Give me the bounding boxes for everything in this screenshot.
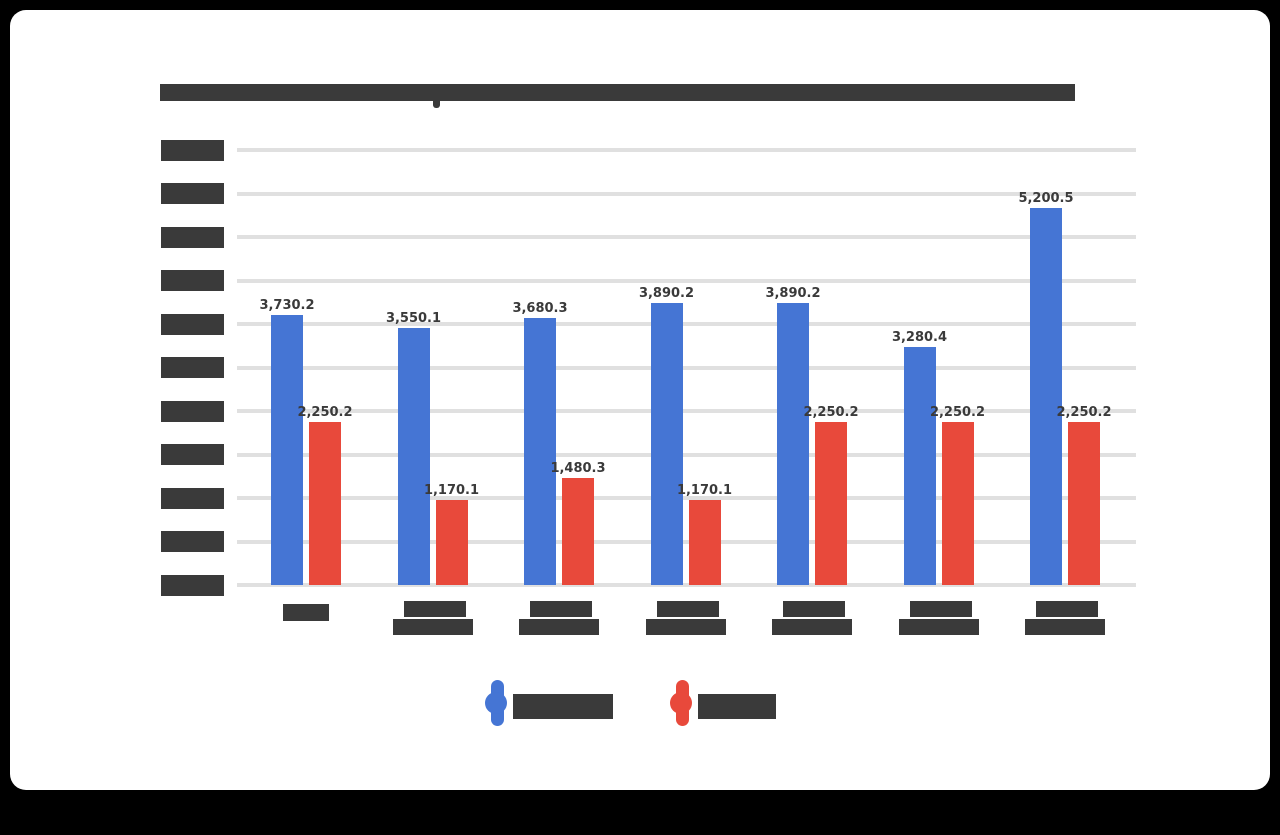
bar-series1-3 [524,318,556,585]
bar-label-series2-4: 1,170.1 [676,483,733,499]
bar-label-series2-2: 1,170.1 [423,483,480,499]
bar-label-series2-1: 2,250.2 [297,404,353,420]
x-axis-label-redacted-4-line1 [656,601,719,617]
x-axis-label-redacted-7-line2 [1025,619,1105,635]
gridline [237,322,1136,326]
legend-label-redacted-series2 [698,694,776,719]
bar-label-series2-7: 2,250.2 [1056,404,1112,420]
bar-series2-2 [435,500,468,585]
bar-series1-4 [650,302,683,585]
x-axis-label-redacted-4-line2 [645,619,726,635]
gridline [237,365,1136,370]
x-axis-label-redacted-1 [283,604,329,621]
gridline [237,148,1136,152]
y-axis-tick-label-redacted [161,183,224,204]
y-axis-tick-label-redacted [161,444,224,465]
bar-label-series1-4: 3,890.2 [638,285,695,301]
x-axis-label-redacted-5-line2 [772,619,852,635]
bar-series2-3 [562,477,594,585]
x-axis-label-redacted-3-line1 [530,601,592,617]
bar-label-series2-6: 2,250.2 [929,404,986,420]
bar-label-series2-5: 2,250.2 [803,404,859,420]
bar-series2-6 [941,421,974,585]
legend-label-redacted-series1 [513,694,613,719]
x-axis-label-redacted-2-line2 [392,619,473,635]
gridline [237,278,1136,283]
bar-label-series2-3: 1,480.3 [550,460,606,476]
legend-marker-dot-series2 [670,692,692,714]
gridline [237,409,1136,413]
bar-series1-7 [1030,208,1062,585]
y-axis-tick-label-redacted [161,487,224,509]
bar-label-series1-1: 3,730.2 [259,297,315,313]
y-axis-tick-label-redacted [161,400,224,422]
bar-series2-7 [1068,421,1100,585]
y-axis-tick-label-redacted [161,139,224,161]
bar-series1-2 [397,327,430,585]
y-axis-tick-label-redacted [161,226,224,248]
y-axis-tick-label-redacted [161,313,224,335]
gridline [237,539,1136,544]
bar-label-series1-6: 3,280.4 [891,330,948,346]
gridline [237,452,1136,457]
gridline [237,583,1136,587]
y-axis-tick-label-redacted [161,531,224,552]
bar-series1-1 [271,314,303,585]
x-axis-label-redacted-3-line2 [519,619,599,635]
bar-label-series1-7: 5,200.5 [1018,191,1074,206]
x-axis-label-redacted-6-line2 [898,619,979,635]
bar-series1-5 [777,302,809,585]
bar-series2-5 [815,421,847,585]
y-axis-tick-label-redacted [161,357,224,378]
chart-title-redacted [160,84,1075,101]
gridline [237,496,1136,500]
bar-label-series1-3: 3,680.3 [512,301,568,317]
bar-series2-4 [688,500,721,585]
gridline [237,235,1136,239]
y-axis-tick-label-redacted [161,574,224,596]
x-axis-label-redacted-5-line1 [783,601,845,617]
y-axis-tick-label-redacted [161,270,224,291]
bar-series2-1 [309,421,341,585]
bar-series1-6 [903,347,936,585]
chart-title-redacted-descender [433,100,440,108]
x-axis-label-redacted-7-line1 [1036,601,1098,617]
x-axis-label-redacted-6-line1 [909,601,972,617]
legend-marker-dot-series1 [485,692,507,714]
x-axis-label-redacted-2-line1 [403,601,466,617]
bar-label-series1-5: 3,890.2 [765,285,821,301]
gridline [237,191,1136,196]
bar-label-series1-2: 3,550.1 [385,310,442,326]
